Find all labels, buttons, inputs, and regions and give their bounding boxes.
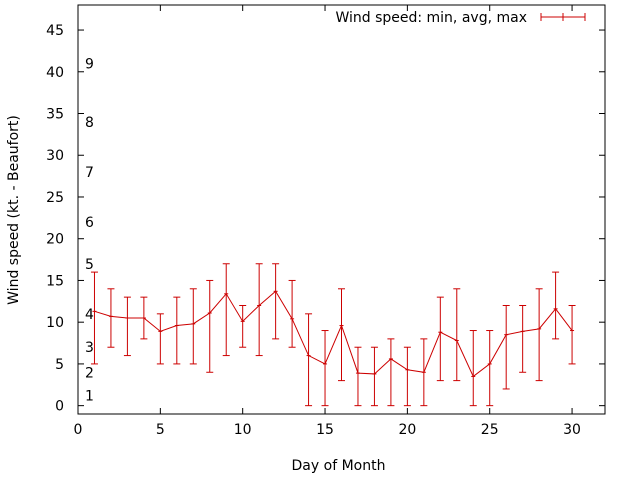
beaufort-label: 7 xyxy=(85,165,94,181)
x-tick-label: 30 xyxy=(563,422,581,438)
beaufort-label: 8 xyxy=(85,115,94,131)
legend: Wind speed: min, avg, max xyxy=(335,10,586,26)
beaufort-label: 5 xyxy=(85,257,94,273)
x-tick-label: 20 xyxy=(398,422,416,438)
beaufort-label: 2 xyxy=(85,365,94,381)
avg-line xyxy=(94,290,573,378)
beaufort-label: 9 xyxy=(85,56,94,72)
beaufort-labels: 1 2 3 4 5 6 7 8 9 xyxy=(85,56,94,404)
y-tick-label: 0 xyxy=(55,399,64,415)
y-axis-label: Wind speed (kt. - Beaufort) xyxy=(6,115,22,305)
y-tick-label: 10 xyxy=(46,315,64,331)
beaufort-label: 4 xyxy=(85,307,94,323)
data-series xyxy=(90,263,576,407)
x-tick-label: 5 xyxy=(156,422,165,438)
plot-frame xyxy=(77,4,606,415)
y-tick-label: 45 xyxy=(46,23,64,39)
beaufort-label: 3 xyxy=(85,340,94,356)
x-axis-label: Day of Month xyxy=(292,458,386,474)
y-tick-label: 15 xyxy=(46,273,64,289)
x-tick-label: 25 xyxy=(481,422,499,438)
legend-label: Wind speed: min, avg, max xyxy=(335,10,527,26)
x-tick-label: 15 xyxy=(316,422,334,438)
y-tick-label: 25 xyxy=(46,190,64,206)
y-tick-label: 35 xyxy=(46,107,64,123)
y-tick-label: 5 xyxy=(55,357,64,373)
y-tick-label: 20 xyxy=(46,232,64,248)
x-tick-label: 0 xyxy=(74,422,83,438)
y-tick-label: 30 xyxy=(46,148,64,164)
x-tick-label: 10 xyxy=(234,422,252,438)
beaufort-label: 6 xyxy=(85,215,94,231)
y-tick-label: 40 xyxy=(46,65,64,81)
beaufort-label: 1 xyxy=(85,389,94,405)
